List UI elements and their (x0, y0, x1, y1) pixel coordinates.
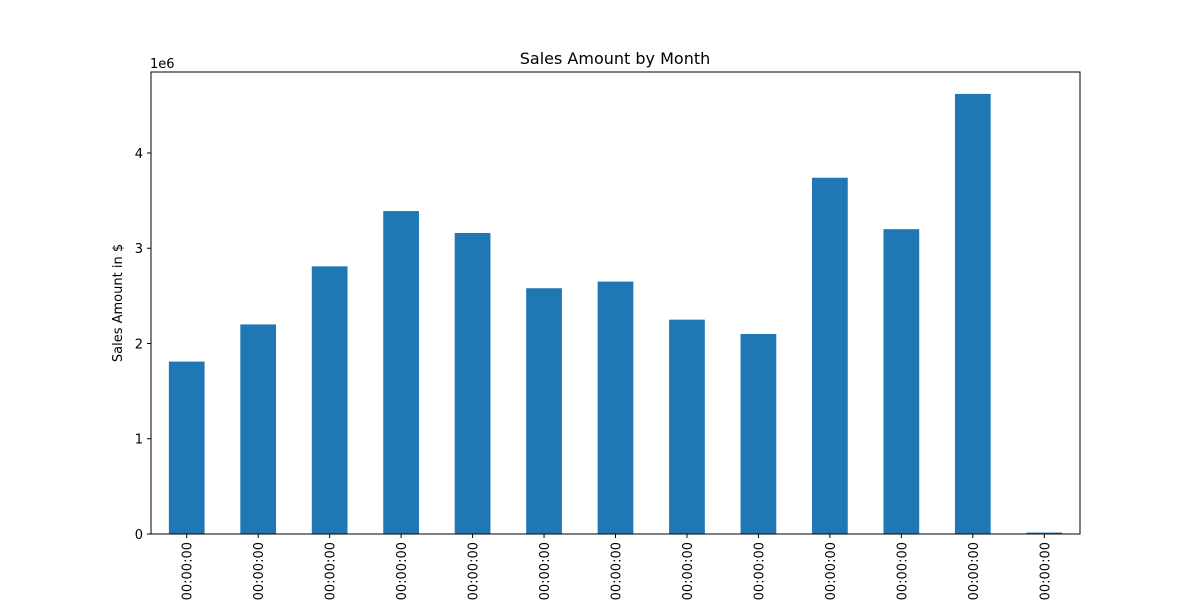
x-tick-label: 00:00:00 (324, 542, 339, 600)
y-tick-label: 4 (135, 147, 143, 162)
bar (740, 333, 777, 534)
bar (383, 211, 419, 534)
x-tick-label: 00:00:00 (610, 542, 625, 600)
bar (1026, 532, 1063, 534)
bar (454, 232, 491, 534)
y-axis-ticks: 0 1 2 3 4 (135, 147, 151, 543)
bar (812, 177, 848, 534)
y-tick-label: 3 (135, 242, 143, 257)
bar (168, 361, 205, 534)
x-axis-ticks: 00:00:00 00:00:00 00:00:00 00:00:00 00:00:00… (181, 534, 1053, 600)
plot-frame (150, 71, 1081, 535)
bar (669, 319, 705, 534)
y-tick-label: 1 (135, 433, 143, 448)
x-tick-label: 00:00:00 (824, 542, 839, 600)
bar (311, 266, 348, 534)
x-tick-label: 00:00:00 (967, 542, 982, 600)
x-tick-label: 00:00:00 (252, 542, 267, 600)
bar (883, 229, 920, 534)
x-tick-label: 00:00:00 (752, 542, 767, 600)
y-tick-label: 0 (135, 528, 143, 543)
x-tick-label: 00:00:00 (395, 542, 410, 600)
x-tick-label: 00:00:00 (681, 542, 696, 600)
x-tick-label: 00:00:00 (1038, 542, 1053, 600)
chart-title: Sales Amount by Month (520, 49, 711, 68)
bars-group (168, 93, 1063, 535)
y-axis-label: Sales Amount in $ (111, 244, 126, 362)
x-tick-label: 00:00:00 (538, 542, 553, 600)
y-offset-label: 1e6 (150, 57, 175, 72)
bar (954, 93, 991, 535)
x-tick-label: 00:00:00 (895, 542, 910, 600)
bar (526, 288, 562, 534)
bar (240, 324, 277, 534)
x-tick-label: 00:00:00 (467, 542, 482, 600)
bar (597, 281, 634, 534)
x-tick-label: 00:00:00 (181, 542, 196, 600)
y-tick-label: 2 (135, 337, 143, 352)
